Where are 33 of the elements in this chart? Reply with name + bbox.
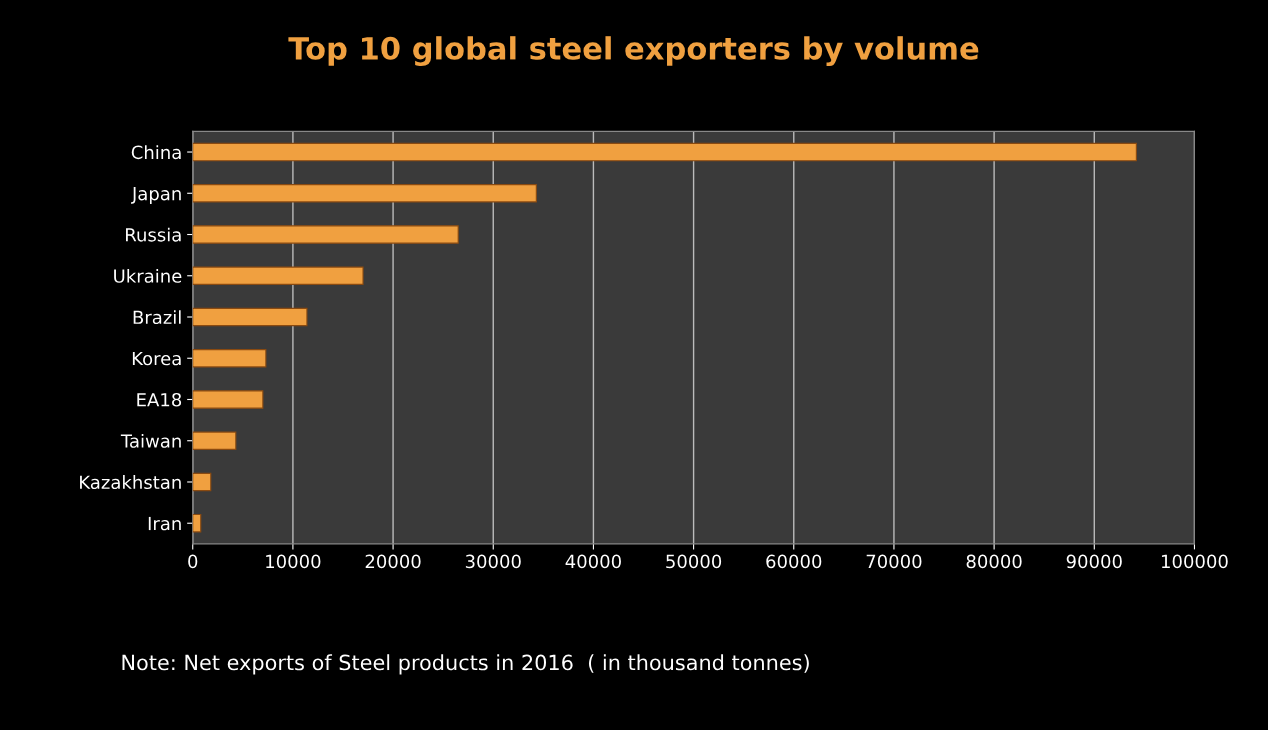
x-tick-label: 10000 — [266, 554, 321, 569]
y-tick-label: EA18 — [137, 392, 182, 407]
bar — [192, 431, 237, 450]
y-tick-label: China — [131, 145, 181, 160]
bar — [192, 225, 459, 244]
x-tick-label: 0 — [188, 554, 198, 569]
bar — [192, 142, 1137, 162]
y-tick-label: Japan — [131, 186, 181, 204]
x-tick-label: 90000 — [1066, 554, 1122, 569]
x-tick-label: 70000 — [866, 554, 922, 569]
y-tick-label: Brazil — [133, 310, 181, 325]
bar — [192, 184, 537, 203]
y-tick-label: Kazakhstan — [80, 475, 181, 490]
bar — [192, 390, 264, 409]
x-tick-label: 60000 — [766, 554, 822, 569]
bar — [192, 349, 267, 368]
bar — [192, 514, 202, 533]
x-tick-label: 80000 — [966, 554, 1022, 569]
chart-title: Top 10 global steel exporters by volume — [288, 36, 979, 67]
x-tick-label: 40000 — [565, 554, 621, 569]
bar — [192, 266, 364, 285]
x-tick-label: 30000 — [465, 554, 521, 569]
y-tick-label: Russia — [126, 227, 181, 242]
y-tick-label: Iran — [148, 516, 181, 531]
y-tick-label: Ukraine — [114, 268, 182, 283]
x-tick-label: 20000 — [365, 554, 421, 569]
y-tick-label: Korea — [132, 351, 181, 366]
x-tick-label: 100000 — [1161, 554, 1228, 569]
x-tick-label: 50000 — [666, 554, 722, 569]
bar — [192, 472, 212, 492]
y-tick-label: Taiwan — [120, 433, 181, 448]
bar — [192, 307, 308, 327]
text: Note: Net exports of Steel products in 2016 ( in thousand tonnes) — [122, 654, 809, 675]
